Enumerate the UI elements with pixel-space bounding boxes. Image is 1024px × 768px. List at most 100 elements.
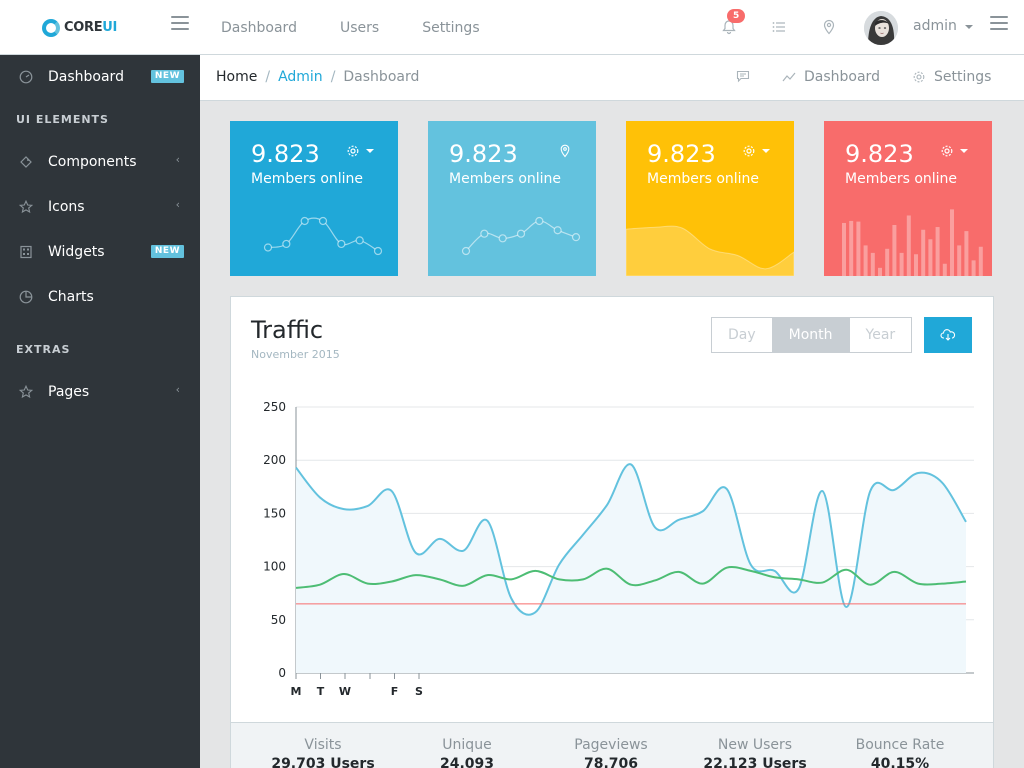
card-location-button[interactable] [558,144,572,158]
range-year-button[interactable]: Year [848,318,912,352]
stat-card-info: 9.823 Members online [428,121,596,276]
user-name[interactable]: admin [913,18,957,34]
sparkline-point [461,246,471,256]
traffic-line-chart: 0 50 100 150 200 250 M T W F S [263,400,974,698]
breadcrumb-admin[interactable]: Admin [278,69,323,85]
stat-label: Visits [304,737,342,753]
sparkline-point [300,216,309,226]
range-day-button[interactable]: Day [728,327,756,343]
breadcrumb: Home / Admin / Dashboard Dashboard Setti… [200,55,1024,101]
stat-visits: Visits 29.703 Users [263,737,383,768]
stat-value: 22.123 Users [703,756,807,768]
brand-name: COREUI [64,20,118,35]
location-pin-icon[interactable] [820,18,838,36]
bar-mark [971,260,976,276]
sidebar-item-dashboard[interactable]: Dashboard NEW [0,55,200,99]
bar-mark [950,209,954,276]
sidebar-toggle-icon[interactable] [171,16,189,32]
stat-value: 78.706 [583,756,639,768]
card-settings-dropdown[interactable] [346,144,374,158]
sparkline-point [355,236,364,245]
breadcrumb-menu-label: Dashboard [804,69,880,85]
sidebar-item-charts[interactable]: Charts [0,275,200,319]
graph-icon [782,70,796,84]
aside-menu-toggle-icon[interactable] [990,16,1008,32]
range-toggle: Day Month Year [711,317,913,353]
new-badge: NEW [150,70,184,83]
sparkline-point [516,229,526,238]
chevron-left-icon[interactable]: ‹ [175,383,180,396]
sidebar-item-label: Charts [48,289,94,305]
sidebar-item-label: Widgets [48,244,105,260]
stat-card-label: Members online [449,171,562,187]
notification-count-badge: 5 [727,9,746,23]
sparkline-point [337,239,346,249]
cloud-download-icon [940,329,956,341]
sidebar-item-label: Components [48,154,137,170]
stat-label: Bounce Rate [855,737,945,753]
breadcrumb-settings-link[interactable]: Settings [912,69,991,85]
top-nav-users[interactable]: Users [339,19,380,36]
sidebar-item-label: Icons [48,199,85,215]
sidebar-item-icons[interactable]: Icons ‹ [0,185,200,229]
sparkline-point [498,234,507,243]
calculator-icon [18,244,34,260]
range-month-button[interactable]: Month [771,318,849,352]
sparkline-point [571,233,581,242]
card-settings-dropdown[interactable] [742,144,770,158]
user-avatar[interactable] [864,11,898,45]
chevron-left-icon[interactable]: ‹ [175,153,180,166]
star-icon [18,384,34,400]
sidebar-section-title: EXTRAS [16,343,71,356]
sparkline-point [373,246,383,256]
breadcrumb-home[interactable]: Home [216,69,258,85]
sidebar-item-components[interactable]: Components ‹ [0,140,200,184]
bar-mark [942,263,947,276]
chevron-left-icon[interactable]: ‹ [175,198,180,211]
sidebar-section-title: UI ELEMENTS [16,113,109,126]
breadcrumb-dashboard-link[interactable]: Dashboard [782,69,880,85]
brand-logo[interactable]: COREUI [0,0,200,55]
sidebar-item-pages[interactable]: Pages ‹ [0,370,200,414]
bar-mark [906,215,911,276]
breadcrumb-current: Dashboard [343,69,420,85]
y-tick-label: 100 [263,560,286,574]
card-sparkline [461,216,581,256]
bar-mark [849,220,854,276]
sidebar-item-label: Pages [48,384,90,400]
sidebar-item-widgets[interactable]: Widgets NEW [0,230,200,274]
gear-icon [347,145,359,157]
speech-bubble-icon [736,69,750,83]
gear-icon [743,145,755,157]
bar-mark [870,252,875,276]
stat-card-label: Members online [845,171,958,187]
sidebar: Dashboard NEW UI ELEMENTS Components ‹ I… [0,55,200,768]
breadcrumb-chat-button[interactable] [736,69,758,83]
pie-chart-icon [18,289,34,305]
sparkline-point [535,216,544,226]
bar-mark [878,267,882,276]
stat-value: 40.15% [870,756,930,768]
top-nav-dashboard[interactable]: Dashboard [221,19,297,36]
gear-icon [912,70,926,84]
top-nav-settings[interactable]: Settings [422,19,480,36]
card-settings-dropdown[interactable] [940,144,968,158]
traffic-panel: Traffic November 2015 Day Month Year 0 50… [230,296,994,768]
stat-label: New Users [717,737,793,753]
list-icon[interactable] [770,18,788,36]
breadcrumb-separator: / [330,69,336,85]
stat-unique: Unique 24.093 [407,737,527,768]
bar-mark [978,246,983,276]
stat-card-value: 9.823 [845,140,914,168]
user-menu-caret-icon[interactable] [965,25,973,29]
panel-subtitle: November 2015 [251,348,340,361]
gear-icon [941,145,953,157]
download-button[interactable] [924,317,972,353]
bar-mark [957,245,962,276]
bar-mark [885,248,890,276]
panel-title: Traffic [251,316,324,344]
top-nav: Dashboard Users Settings [221,0,523,55]
app-header: COREUI Dashboard Users Settings 5 admin [0,0,1024,55]
caret-down-icon [960,149,968,153]
stat-card-value: 9.823 [647,140,716,168]
